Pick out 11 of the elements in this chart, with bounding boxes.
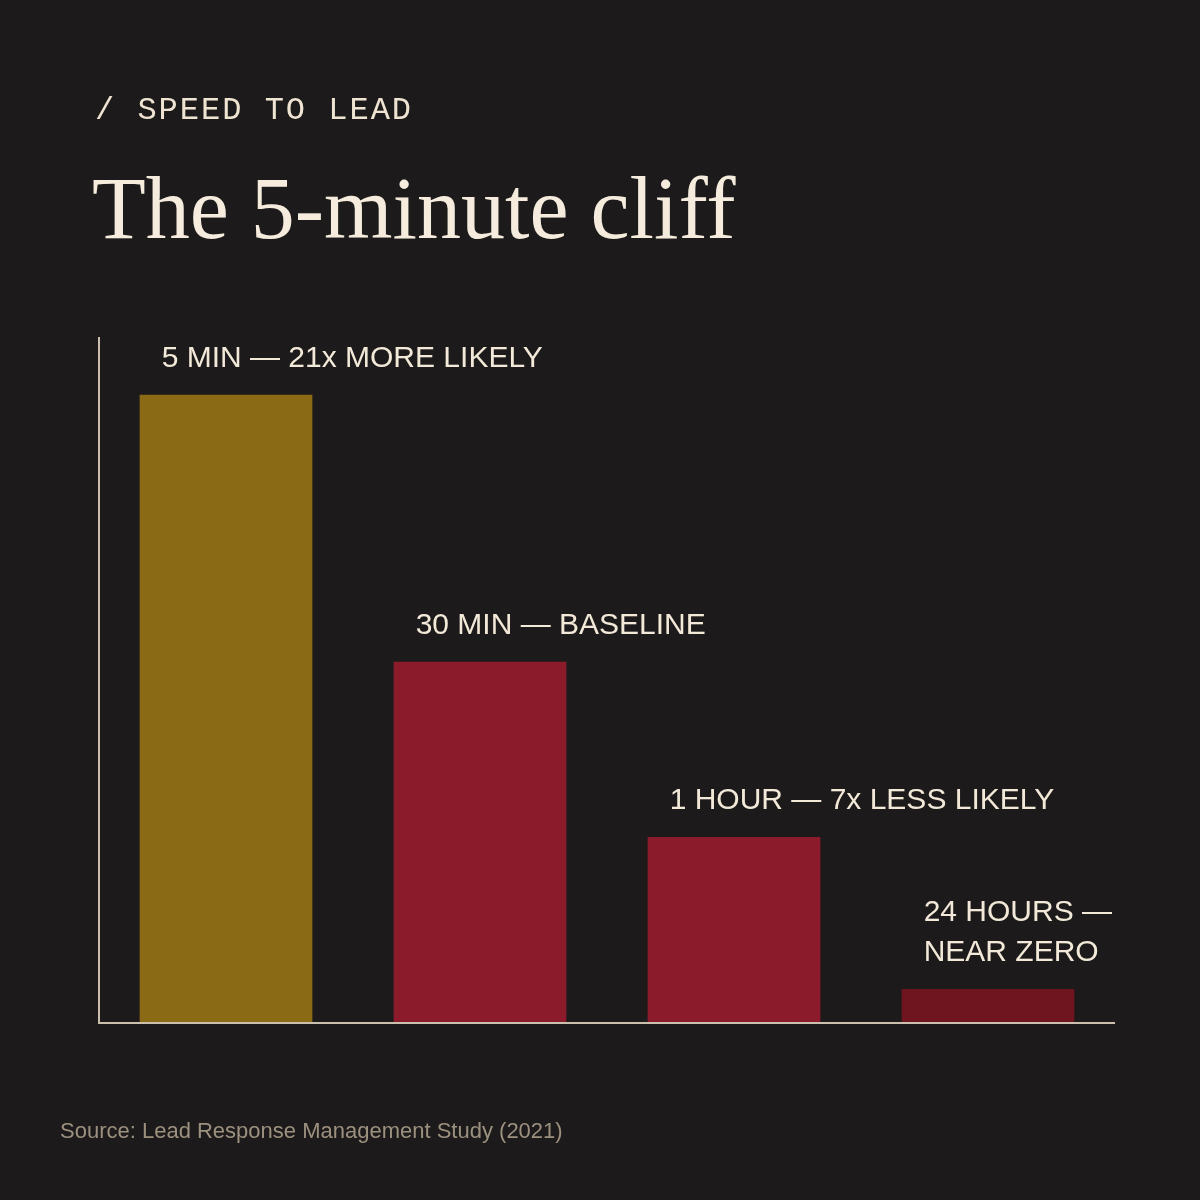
annotation: 24 HOURS — NEAR ZERO [923, 894, 1113, 968]
annotation: 1 HOUR — 7x LESS LIKELY [669, 782, 1055, 816]
text: 5 MIN — 21x MORE LIKELY [161, 339, 543, 373]
bar [901, 989, 1075, 1023]
bar [139, 394, 313, 1023]
bar [647, 837, 821, 1023]
source-note: Source: Lead Response Management Study (2021) [60, 1118, 563, 1144]
annotation: 30 MIN — BASELINE [415, 606, 706, 640]
chart-subtitle: / SPEED TO LEAD [95, 92, 414, 129]
bar [393, 661, 567, 1023]
chart-title: The 5-minute cliff [92, 159, 736, 259]
